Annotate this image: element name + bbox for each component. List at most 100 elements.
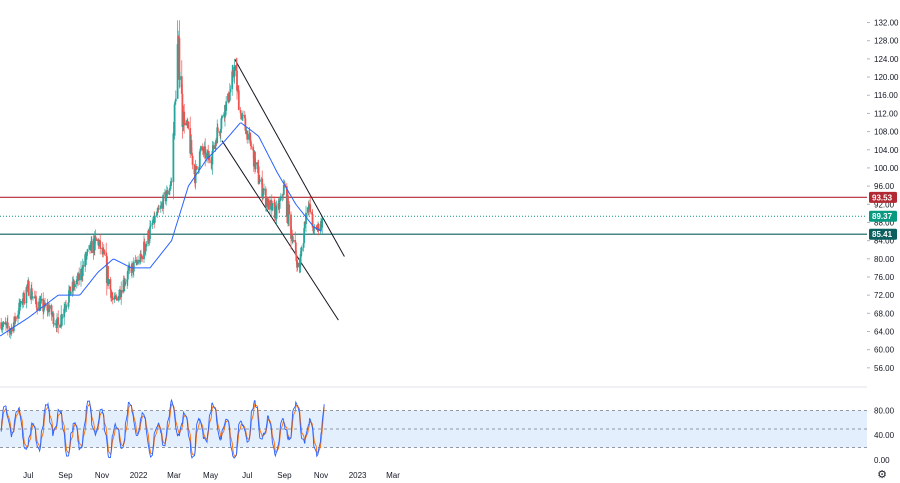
price-tick-label: 104.00 (874, 146, 899, 155)
candlestick-series (0, 20, 324, 339)
candle (271, 203, 274, 212)
candle (228, 83, 231, 102)
candle (212, 141, 215, 150)
candle (65, 304, 68, 313)
price-tick-label: 124.00 (874, 55, 899, 64)
candle (31, 291, 34, 299)
candle (225, 96, 228, 116)
channel-lower-line[interactable] (221, 140, 339, 321)
channel-upper-line[interactable] (234, 58, 345, 257)
candle (309, 195, 312, 215)
candle (0, 318, 3, 331)
candle (32, 296, 34, 301)
candle (19, 299, 22, 311)
candle (6, 314, 9, 336)
candle (2, 321, 5, 327)
candle (17, 310, 19, 324)
candle (166, 186, 169, 197)
candle (15, 315, 18, 321)
candle (288, 201, 291, 227)
candle (153, 212, 156, 225)
candle (149, 220, 152, 228)
candle (23, 294, 26, 305)
candle (292, 236, 295, 243)
candle (216, 123, 219, 137)
candle (176, 20, 179, 100)
candle (190, 134, 193, 153)
candle (18, 298, 21, 319)
price-tick-label: 60.00 (874, 346, 895, 355)
candle (246, 130, 249, 144)
candle (143, 238, 146, 252)
time-tick-label: May (203, 471, 218, 480)
candle (151, 219, 154, 230)
price-axis[interactable]: 56.00 60.00 64.00 68.00 72.00 76.00 80.00 84.00… (867, 19, 899, 373)
candle (81, 258, 84, 281)
candle (156, 206, 159, 212)
candle (282, 179, 285, 196)
price-tick-label: 120.00 (874, 73, 899, 82)
candle (249, 136, 252, 150)
price-tick-label: 132.00 (874, 19, 899, 28)
level-price-label: 89.37 (872, 212, 893, 221)
candle (135, 256, 138, 266)
moving-average-series (0, 122, 322, 337)
candle (111, 292, 114, 305)
candle (107, 265, 109, 289)
price-tick-label: 92.00 (874, 200, 895, 209)
candle (294, 231, 297, 243)
time-axis[interactable]: Jul Sep Nov 2022 Mar May Jul Sep Nov 2023 Mar (23, 471, 400, 480)
candle (123, 278, 126, 291)
candle (93, 231, 96, 256)
candle (179, 71, 181, 88)
candle (56, 313, 58, 333)
candle (141, 254, 144, 263)
time-tick-label: Mar (386, 471, 400, 480)
candle (85, 254, 88, 265)
candle (187, 120, 190, 130)
candle (183, 103, 186, 134)
candle (198, 148, 201, 170)
candle (250, 142, 253, 150)
candle (145, 240, 148, 248)
candle (254, 158, 257, 172)
price-tick-label: 80.00 (874, 255, 895, 264)
candle (191, 155, 194, 170)
price-tick-label: 68.00 (874, 309, 895, 318)
candle (61, 313, 64, 326)
price-tick-label: 56.00 (874, 364, 895, 373)
candle (300, 245, 303, 257)
candle (48, 302, 51, 310)
candle (101, 241, 104, 258)
candle (119, 286, 121, 300)
candle (5, 323, 8, 329)
gear-icon[interactable]: ⚙ (877, 469, 887, 481)
candle (44, 297, 46, 308)
candle (82, 261, 85, 270)
descending-channel[interactable] (221, 58, 345, 321)
candle (25, 285, 28, 309)
candle (261, 188, 264, 200)
oscillator-tick-label: 80.00 (874, 406, 895, 415)
candle (210, 156, 213, 169)
time-tick-label: Jul (242, 471, 252, 480)
candle (102, 247, 105, 258)
price-tick-label: 128.00 (874, 37, 899, 46)
candle (237, 85, 240, 111)
horizontal-levels[interactable] (0, 196, 867, 235)
candle (124, 278, 127, 287)
candle (1, 322, 4, 334)
oscillator-tick-label: 0.00 (874, 456, 890, 465)
price-tick-label: 84.00 (874, 237, 895, 246)
time-tick-label: Mar (167, 471, 181, 480)
candle (257, 159, 260, 185)
candle (220, 116, 223, 133)
oscillator-axis[interactable]: 0.00 40.00 80.00 (874, 406, 895, 465)
price-tick-label: 76.00 (874, 273, 895, 282)
candle (35, 290, 37, 304)
time-tick-label: Jul (23, 471, 33, 480)
price-tick-label: 116.00 (874, 91, 898, 100)
candle (236, 57, 238, 100)
candle (107, 278, 110, 287)
